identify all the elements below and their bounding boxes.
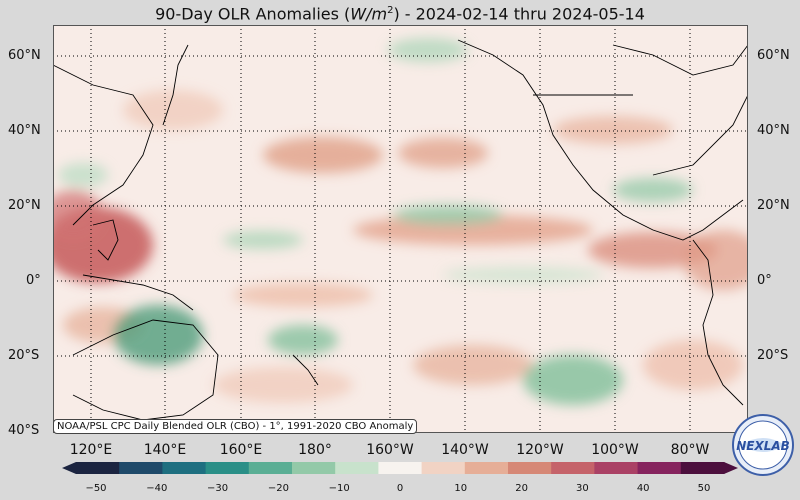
lat-label-20n-right: 20°N <box>757 198 790 213</box>
graticule <box>53 25 748 433</box>
colorbar-svg <box>62 462 738 474</box>
lon-label-140w: 140°W <box>441 442 489 458</box>
lon-label-120w: 120°W <box>516 442 564 458</box>
colorbar-tick-label: 0 <box>396 483 404 494</box>
lat-label-20n-left: 20°N <box>8 198 41 213</box>
colorbar-tick-label: 40 <box>636 483 650 494</box>
lon-label-140e: 140°E <box>143 442 187 458</box>
colorbar-tick-label: −30 <box>207 483 229 494</box>
colorbar-segment <box>421 462 466 474</box>
colorbar-tick-label: −50 <box>85 483 107 494</box>
lat-label-eq-right: 0° <box>757 273 772 288</box>
colorbar-segment <box>292 462 336 474</box>
colorbar-tick-label: 30 <box>576 483 589 494</box>
colorbar-segment <box>637 462 682 474</box>
colorbar-segment <box>248 462 293 474</box>
logo-text: NEXLAB <box>736 439 790 453</box>
lon-label-80w: 80°W <box>670 442 710 458</box>
lat-label-20s-right: 20°S <box>757 348 789 363</box>
colorbar-extend-high <box>724 462 738 474</box>
colorbar <box>62 462 738 474</box>
lat-label-60n-right: 60°N <box>757 48 790 63</box>
colorbar-segment <box>680 462 725 474</box>
colorbar-segment <box>594 462 639 474</box>
anomaly-field <box>53 38 748 405</box>
colorbar-segment <box>464 462 509 474</box>
colorbar-segment <box>378 462 423 474</box>
source-note: NOAA/PSL CPC Daily Blended OLR (CBO) - 1… <box>53 419 418 434</box>
nexlab-globe-logo: NEXLAB <box>731 413 795 477</box>
lat-label-20s-left: 20°S <box>8 348 40 363</box>
lat-label-40s-left: 40°S <box>8 423 40 438</box>
colorbar-segment <box>162 462 207 474</box>
lat-label-40n-left: 40°N <box>8 123 41 138</box>
lon-label-120e: 120°E <box>69 442 113 458</box>
colorbar-tick-label: −10 <box>328 483 350 494</box>
lon-label-100w: 100°W <box>591 442 639 458</box>
coastlines <box>53 39 748 421</box>
lon-label-160e: 160°E <box>219 442 263 458</box>
colorbar-tick-label: 10 <box>454 483 468 494</box>
colorbar-tick-label: −20 <box>267 483 289 494</box>
lon-label-180: 180° <box>298 442 332 458</box>
colorbar-segment <box>119 462 163 474</box>
colorbar-extend-low <box>62 462 76 474</box>
colorbar-segment <box>551 462 595 474</box>
colorbar-tick-label: 50 <box>697 483 711 494</box>
colorbar-tick-label: 20 <box>515 483 528 494</box>
colorbar-segment <box>205 462 250 474</box>
colorbar-tick-label: −40 <box>146 483 168 494</box>
olr-anomaly-map <box>53 25 748 433</box>
colorbar-segment <box>76 462 120 474</box>
colorbar-segment <box>508 462 552 474</box>
lat-label-eq-left: 0° <box>26 273 41 288</box>
lon-label-160w: 160°W <box>366 442 414 458</box>
colorbar-segment <box>335 462 379 474</box>
lat-label-40n-right: 40°N <box>757 123 790 138</box>
map-canvas <box>53 25 748 433</box>
map-title: 90-Day OLR Anomalies (W/m2) - 2024-02-14… <box>155 4 645 24</box>
lat-label-60n-left: 60°N <box>8 48 41 63</box>
